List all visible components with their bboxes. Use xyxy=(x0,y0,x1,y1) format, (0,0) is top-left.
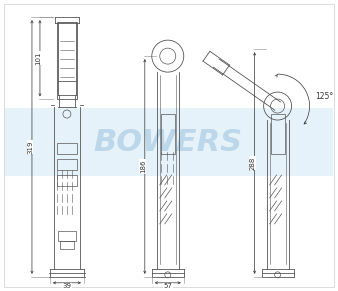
Text: 319: 319 xyxy=(27,140,33,154)
Text: 288: 288 xyxy=(250,156,256,170)
Text: 39: 39 xyxy=(63,283,71,289)
Bar xyxy=(57,143,77,154)
Bar xyxy=(57,159,77,170)
Text: BOWERS: BOWERS xyxy=(93,127,242,157)
Bar xyxy=(57,22,77,100)
Text: 186: 186 xyxy=(140,160,146,173)
Text: 57: 57 xyxy=(163,283,172,289)
Text: 101: 101 xyxy=(35,52,41,65)
Bar xyxy=(161,114,175,154)
Bar xyxy=(57,175,77,186)
Bar xyxy=(5,108,333,176)
Text: 125°: 125° xyxy=(316,92,334,101)
Bar xyxy=(271,114,285,154)
Bar xyxy=(58,231,76,241)
Bar xyxy=(60,241,74,249)
